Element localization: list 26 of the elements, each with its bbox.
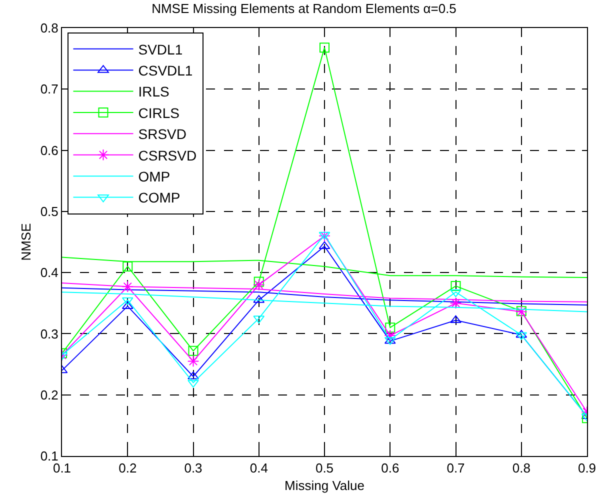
x-tick-label: 0.2: [118, 460, 137, 476]
legend-label: CSRSVD: [138, 147, 197, 164]
y-tick-label: 0.4: [40, 265, 58, 280]
y-tick-label: 0.2: [40, 387, 58, 402]
x-tick-label: 0.4: [250, 460, 268, 476]
y-tick-label: 0.3: [40, 326, 58, 342]
x-tick-label: 0.8: [512, 460, 530, 476]
x-tick-label: 0.7: [446, 460, 465, 476]
legend-label: OMP: [138, 168, 170, 185]
chart-title: NMSE Missing Elements at Random Elements α=0.5: [152, 1, 456, 16]
x-tick-label: 0.9: [578, 460, 596, 476]
y-tick-label: 0.6: [40, 142, 58, 158]
legend-label: IRLS: [138, 84, 170, 100]
y-tick-label: 0.8: [40, 20, 58, 36]
x-tick-label: 0.5: [315, 460, 334, 476]
x-tick-label: 0.3: [184, 460, 202, 476]
legend-label: CSVDL1: [138, 62, 193, 79]
y-axis-title: NMSE: [18, 222, 34, 261]
x-tick-label: 0.6: [381, 460, 400, 476]
legend-label: SVDL1: [138, 41, 183, 58]
legend-label: CIRLS: [138, 104, 180, 121]
legend-label: SRSVD: [138, 126, 186, 142]
x-axis-title: Missing Value: [284, 478, 364, 494]
y-tick-label: 0.5: [40, 204, 58, 219]
legend-label: COMP: [138, 190, 180, 206]
y-tick-label: 0.7: [40, 82, 58, 97]
